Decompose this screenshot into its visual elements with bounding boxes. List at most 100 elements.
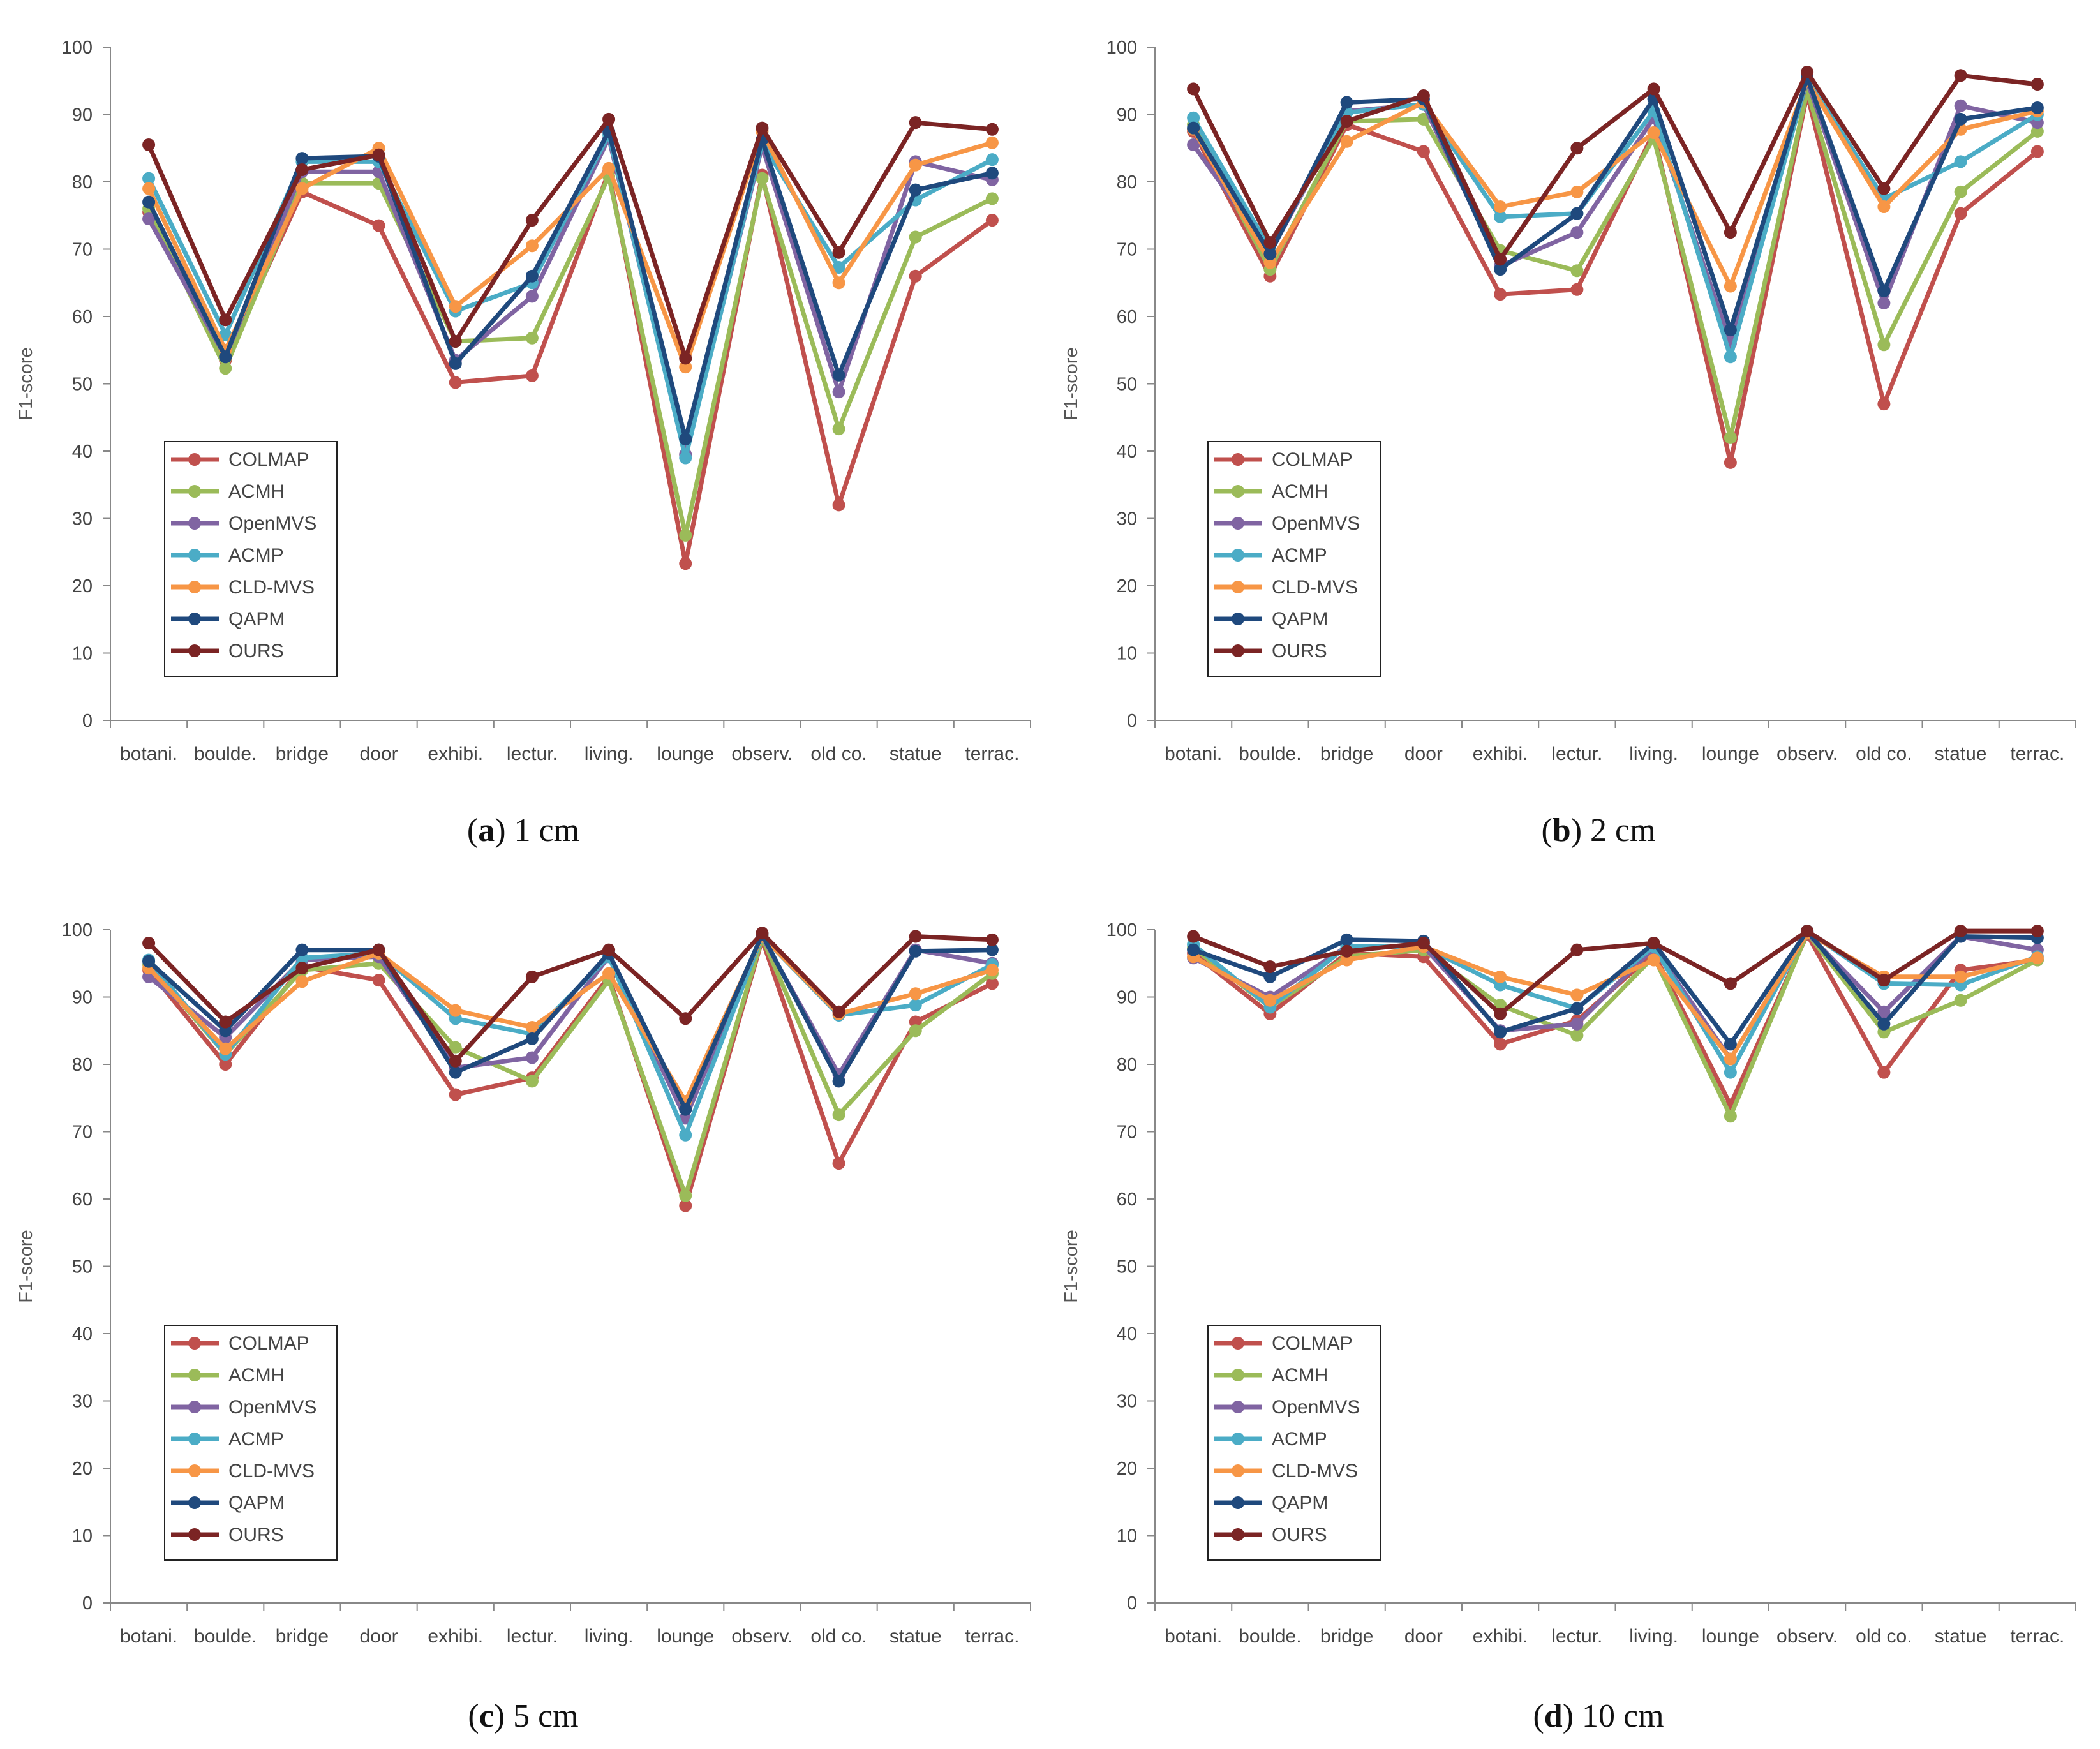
data-point: [679, 1199, 692, 1212]
data-point: [1417, 937, 1430, 950]
x-tick-label: observ.: [731, 1626, 793, 1647]
y-tick-label: 50: [72, 375, 93, 395]
x-tick-label: living.: [1629, 743, 1678, 764]
y-tick-label: 10: [72, 1526, 93, 1547]
data-point: [449, 1004, 462, 1017]
y-tick-label: 50: [1117, 1257, 1137, 1277]
data-point: [1263, 970, 1277, 983]
y-tick-label: 20: [1117, 1459, 1137, 1479]
x-tick-label: boulde.: [1239, 743, 1301, 764]
legend-label: COLMAP: [1272, 1333, 1353, 1354]
data-point: [219, 1015, 232, 1029]
data-point: [2030, 951, 2044, 965]
data-point: [142, 195, 156, 209]
legend-label: ACMH: [228, 1365, 285, 1386]
data-point: [909, 1015, 922, 1029]
data-point: [295, 943, 309, 956]
data-point: [1877, 1005, 1891, 1018]
data-point: [985, 964, 999, 977]
x-tick-label: statue: [1935, 743, 1987, 764]
chart-panel-d: 0 10 20 30 40 50 60 70 80 90 100 botani. boulde. brid…: [1061, 920, 2076, 1734]
data-point: [295, 962, 309, 975]
data-point: [1877, 338, 1891, 352]
data-point: [142, 182, 156, 195]
x-tick-label: door: [1404, 743, 1443, 764]
data-point: [1724, 977, 1737, 990]
x-tick-label: boulde.: [1239, 1626, 1301, 1647]
data-point: [1570, 1002, 1584, 1015]
legend-label: COLMAP: [228, 1333, 309, 1354]
legend-swatch-marker: [188, 1401, 201, 1413]
series-line-qapm: [146, 129, 993, 442]
data-point: [2030, 124, 2044, 138]
data-point: [142, 212, 156, 226]
data-point: [449, 1041, 462, 1054]
legend-label: ACMP: [1272, 545, 1327, 566]
data-point: [985, 977, 999, 990]
series-qapm: [142, 928, 999, 1116]
y-tick-label: 0: [1127, 711, 1137, 731]
x-tick-label: botani.: [1165, 1626, 1222, 1647]
legend-swatch-marker: [188, 1496, 201, 1509]
data-point: [2030, 101, 2044, 114]
data-point: [525, 269, 539, 283]
data-point: [602, 943, 616, 956]
data-point: [679, 1012, 692, 1025]
x-tick-label: exhibi.: [428, 1626, 483, 1647]
data-point: [372, 148, 385, 161]
x-tick-label: bridge: [276, 743, 329, 764]
y-tick-label: 100: [62, 920, 93, 941]
data-point: [985, 153, 999, 167]
data-point: [1954, 994, 1967, 1007]
legend-swatch-marker: [1232, 1369, 1244, 1381]
x-tick-label: old co.: [1856, 743, 1912, 764]
data-point: [372, 943, 385, 956]
x-tick-label: botani.: [1165, 743, 1222, 764]
data-point: [525, 239, 539, 253]
legend: COLMAP ACMH OpenMVS ACMP CLD-MVS QAPM OURS: [1207, 441, 1381, 677]
data-point: [219, 1058, 232, 1071]
y-tick-label: 90: [1117, 105, 1137, 126]
y-tick-label: 80: [1117, 172, 1137, 193]
legend-label: OURS: [228, 641, 284, 662]
legend-label: OpenMVS: [228, 1397, 316, 1418]
legend-swatch-marker: [188, 1337, 201, 1350]
data-point: [1954, 112, 1967, 126]
data-point: [1263, 960, 1277, 974]
data-point: [679, 528, 692, 542]
legend-item: ACMP: [1214, 545, 1327, 566]
data-point: [756, 172, 769, 185]
series-line-ours: [1192, 928, 2037, 1016]
x-tick-label: boulde.: [194, 1626, 257, 1647]
data-point: [832, 368, 845, 382]
data-point: [985, 943, 999, 956]
legend-item: COLMAP: [171, 449, 309, 470]
data-point: [985, 136, 999, 149]
legend-item: QAPM: [1214, 1492, 1328, 1514]
data-point: [679, 1128, 692, 1142]
legend-swatch-marker: [1232, 644, 1244, 657]
series-line-cld-mvs: [147, 934, 993, 1104]
data-point: [832, 498, 845, 512]
data-point: [1877, 296, 1891, 309]
x-tick-label: lectur.: [507, 1626, 558, 1647]
legend-item: OURS: [171, 641, 284, 662]
legend-item: COLMAP: [171, 1333, 309, 1354]
data-point: [1263, 247, 1277, 260]
legend-swatch-marker: [188, 613, 201, 625]
legend-label: ACMP: [1272, 1429, 1327, 1450]
data-point: [219, 328, 232, 341]
legend-swatch-marker: [188, 1369, 201, 1381]
data-point: [1801, 66, 1814, 79]
legend-item: CLD-MVS: [1214, 577, 1358, 598]
data-point: [1570, 207, 1584, 220]
data-point: [449, 376, 462, 389]
legend-label: OpenMVS: [1272, 1397, 1360, 1418]
panel-caption: (c) 5 cm: [468, 1698, 578, 1734]
legend-item: OURS: [1214, 1524, 1327, 1545]
data-point: [295, 152, 309, 165]
y-tick-label: 100: [62, 38, 93, 58]
x-tick-label: observ.: [731, 743, 793, 764]
data-point: [142, 955, 156, 968]
series-ours: [1187, 66, 2044, 266]
